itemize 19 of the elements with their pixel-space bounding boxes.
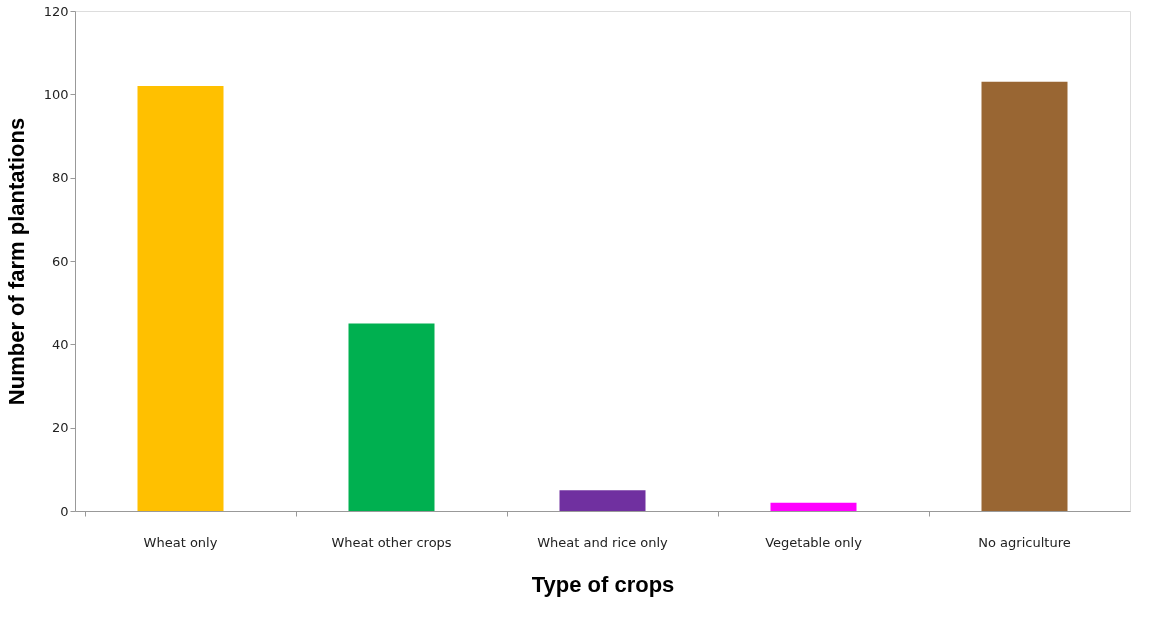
bar <box>770 502 857 511</box>
x-tick-label: Wheat only <box>143 534 218 550</box>
x-tick-label: No agriculture <box>978 534 1071 550</box>
x-tick-label: Wheat other crops <box>331 534 452 550</box>
y-axis-title: Number of farm plantations <box>3 117 29 406</box>
bar <box>348 323 435 511</box>
x-axis-title: Type of crops <box>531 571 675 597</box>
y-tick-label: 20 <box>51 420 69 436</box>
y-tick-label: 60 <box>51 253 69 269</box>
bar <box>981 81 1068 511</box>
x-tick-label: Wheat and rice only <box>537 534 669 550</box>
y-tick-label: 0 <box>60 503 69 519</box>
bar <box>137 86 224 511</box>
y-tick-label: 80 <box>51 170 69 186</box>
y-tick-label: 40 <box>51 336 69 352</box>
y-tick-label: 120 <box>43 3 69 19</box>
bar <box>559 490 646 511</box>
x-tick-label: Vegetable only <box>765 534 863 550</box>
y-tick-label: 100 <box>43 86 69 102</box>
